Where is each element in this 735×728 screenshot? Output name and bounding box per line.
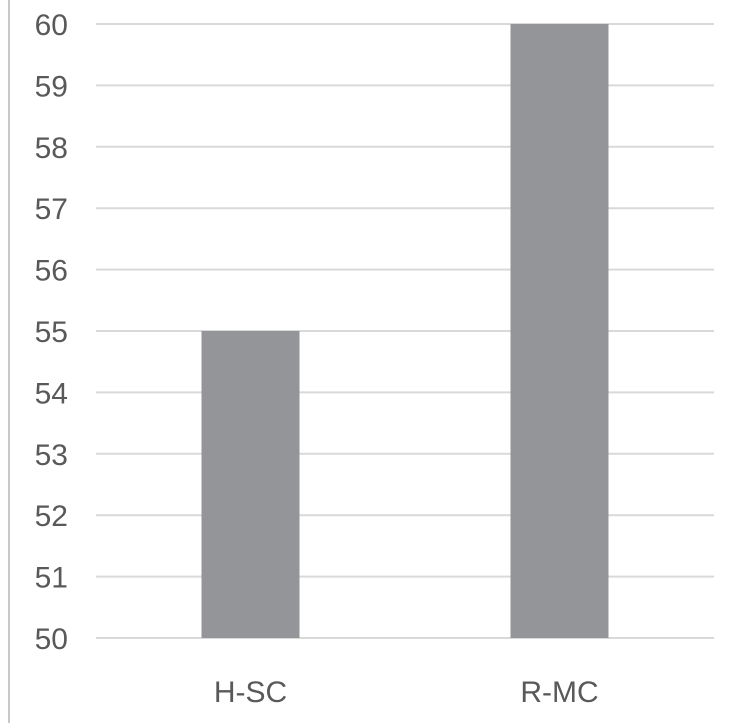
y-tick-label: 50 [35,623,68,656]
bar-h-sc [201,331,300,638]
y-tick-label: 53 [35,439,68,472]
x-axis-tick-labels: H-SC R-MC [214,676,599,709]
gridlines [96,23,714,639]
y-tick-label: 60 [35,9,68,42]
y-tick-label: 51 [35,562,68,595]
y-tick-label: 56 [35,255,68,288]
y-tick-label: 59 [35,70,68,103]
x-tick-label-h-sc: H-SC [214,676,287,709]
y-tick-label: 57 [35,193,68,226]
bars [201,24,609,638]
y-tick-label: 54 [35,377,68,410]
y-axis-tick-labels: 50 51 52 53 54 55 56 57 58 59 60 [35,9,68,656]
y-tick-label: 55 [35,316,68,349]
bar-r-mc [510,24,609,638]
y-tick-label: 52 [35,500,68,533]
x-tick-label-r-mc: R-MC [520,676,598,709]
y-tick-label: 58 [35,132,68,165]
